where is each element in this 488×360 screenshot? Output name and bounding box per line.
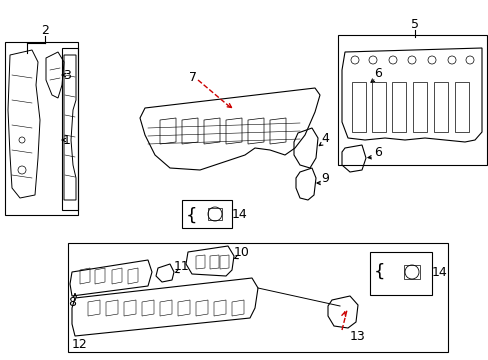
Text: 5: 5: [410, 18, 418, 31]
Bar: [68, 243, 447, 352]
Text: 4: 4: [321, 131, 328, 144]
Text: 2: 2: [41, 23, 49, 36]
Text: {: {: [185, 207, 197, 225]
Text: 14: 14: [431, 266, 447, 279]
Text: 7: 7: [189, 71, 197, 84]
Bar: [337, 35, 486, 165]
Text: 6: 6: [373, 67, 381, 80]
Text: 1: 1: [63, 134, 71, 147]
Text: 8: 8: [68, 296, 76, 309]
Text: {: {: [373, 263, 385, 281]
Text: 14: 14: [232, 207, 247, 220]
Text: 13: 13: [349, 330, 365, 343]
Text: 9: 9: [321, 171, 328, 185]
Bar: [369, 252, 431, 295]
Text: 6: 6: [373, 145, 381, 158]
Text: 11: 11: [174, 260, 189, 273]
Bar: [5, 42, 78, 215]
Text: 10: 10: [234, 246, 249, 258]
Text: 3: 3: [63, 68, 71, 81]
Bar: [182, 200, 231, 228]
Bar: [62, 48, 78, 210]
Text: 12: 12: [72, 338, 88, 351]
